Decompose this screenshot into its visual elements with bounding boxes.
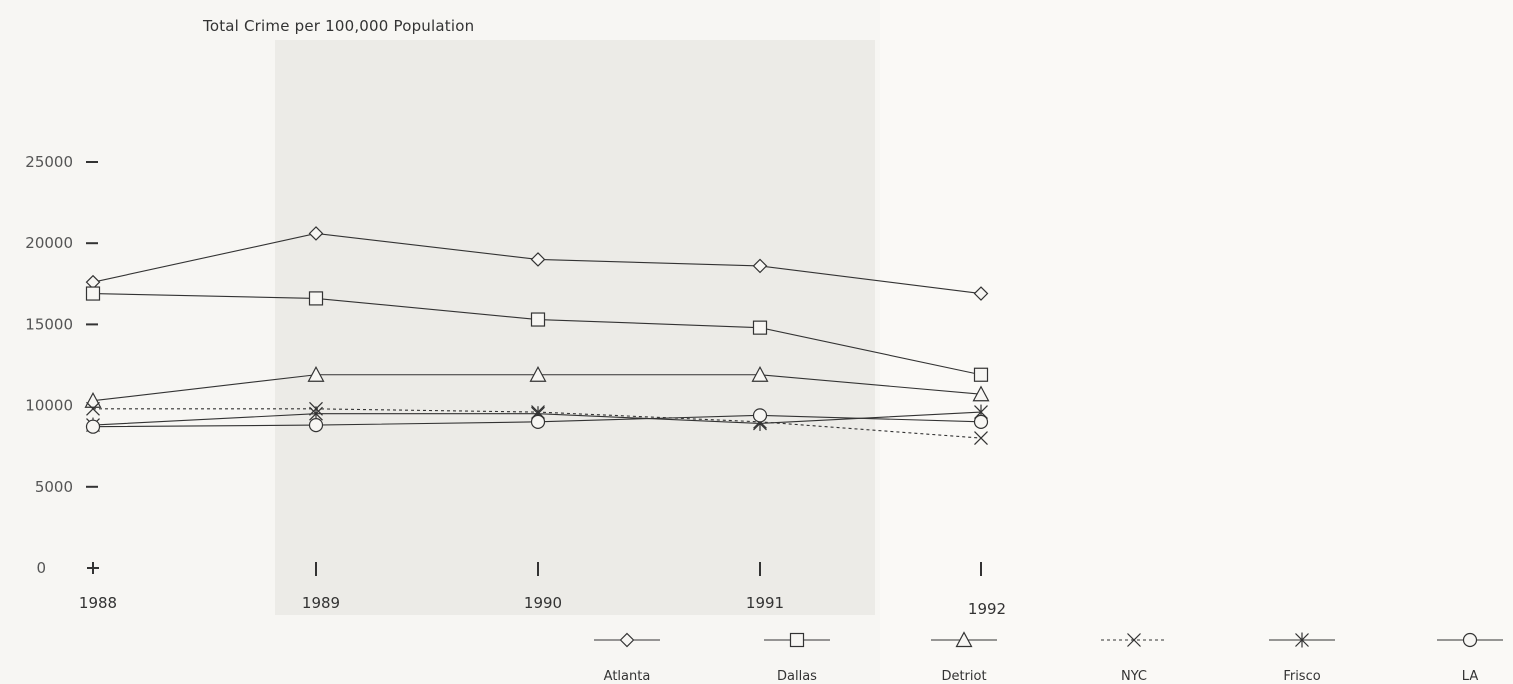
- data-point-dallas: [85, 286, 101, 301]
- legend-label-nyc: NYC: [1121, 669, 1147, 684]
- data-point-dallas: [530, 312, 546, 327]
- data-point-la: [973, 414, 989, 429]
- data-point-la: [530, 414, 546, 429]
- data-point-atlanta: [530, 252, 546, 267]
- data-point-la: [752, 408, 768, 423]
- background-panel: [275, 40, 875, 615]
- data-point-atlanta: [973, 286, 989, 301]
- y-tick-label: 20000: [25, 234, 73, 252]
- x-tick-label: 1991: [746, 594, 784, 612]
- chart-title: Total Crime per 100,000 Population: [203, 17, 475, 35]
- data-point-la: [85, 419, 101, 434]
- x-tick-label: 1989: [302, 594, 340, 612]
- data-point-detriot: [307, 365, 325, 382]
- x-tick-label: 1988: [79, 594, 117, 612]
- background-page: [880, 0, 1513, 684]
- data-point-nyc: [86, 401, 100, 416]
- legend-label-atlanta: Atlanta: [604, 669, 651, 684]
- data-point-detriot: [751, 365, 769, 382]
- data-point-atlanta: [752, 258, 768, 274]
- y-tick-label: 0: [36, 559, 46, 577]
- legend-marker-detriot: [955, 631, 973, 648]
- data-point-dallas: [973, 367, 989, 382]
- y-tick-label: 10000: [25, 397, 73, 415]
- legend-marker-frisco: [1295, 632, 1309, 648]
- data-point-detriot: [84, 391, 102, 408]
- legend-label-dallas: Dallas: [777, 669, 817, 684]
- y-tick-label: 25000: [25, 153, 73, 171]
- data-point-dallas: [752, 320, 768, 335]
- y-tick-label: 5000: [35, 478, 73, 496]
- legend-label-detriot: Detriot: [941, 669, 986, 684]
- data-point-nyc: [974, 431, 988, 446]
- legend-marker-atlanta: [619, 632, 635, 648]
- data-point-dallas: [308, 291, 324, 306]
- data-point-la: [308, 417, 324, 433]
- legend-label-frisco: Frisco: [1283, 669, 1320, 684]
- legend-marker-la: [1462, 632, 1478, 648]
- legend-marker-nyc: [1127, 633, 1141, 647]
- data-point-atlanta: [308, 226, 324, 241]
- legend-marker-dallas: [789, 632, 805, 648]
- data-point-detriot: [972, 385, 990, 402]
- series-line-dallas: [92, 292, 982, 376]
- x-tick-label: 1990: [524, 594, 562, 612]
- legend-label-la: LA: [1462, 669, 1479, 684]
- data-point-detriot: [529, 365, 547, 382]
- y-tick-label: 15000: [25, 315, 73, 333]
- x-tick-label: 1992: [968, 600, 1006, 618]
